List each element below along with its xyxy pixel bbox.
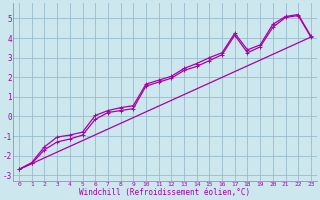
X-axis label: Windchill (Refroidissement éolien,°C): Windchill (Refroidissement éolien,°C) [79, 188, 251, 197]
